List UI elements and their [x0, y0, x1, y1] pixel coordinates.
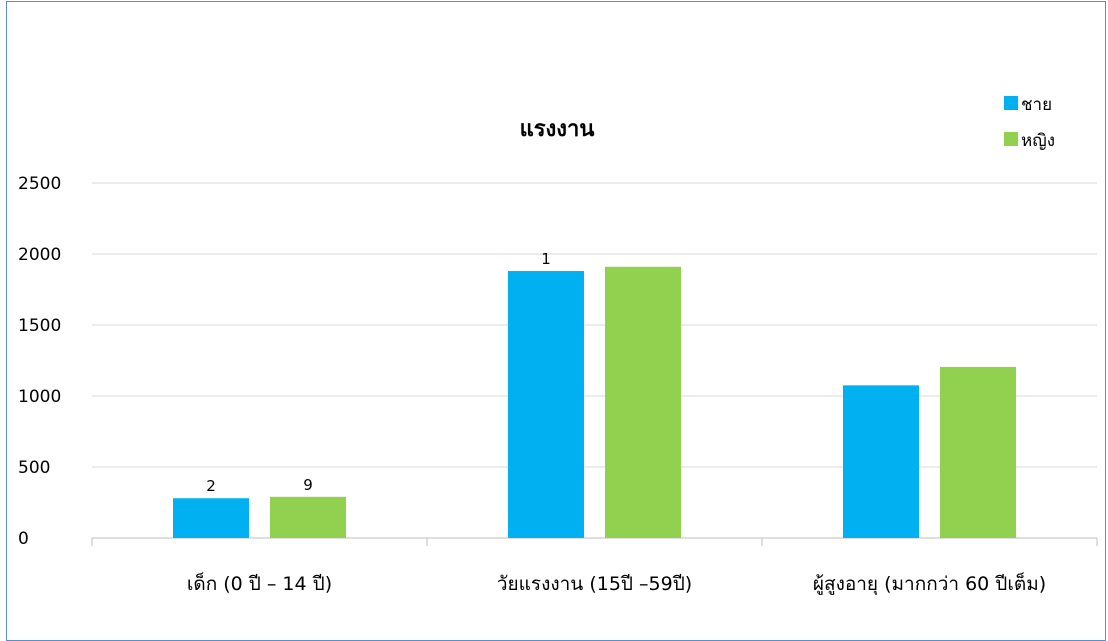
data-label: 2 [206, 477, 216, 495]
data-labels: 2 1 9 [206, 250, 551, 495]
legend-swatch [1004, 132, 1018, 146]
legend-label: ชาย [1021, 95, 1052, 115]
bar-chart: แรงงาน 0 500 1000 1500 2000 2500 เด็ก (0 ปี –… [18, 95, 1098, 596]
bar [940, 366, 1016, 538]
y-tick-label: 1000 [18, 387, 61, 407]
legend-swatch [1004, 96, 1018, 110]
y-tick-label: 2500 [18, 174, 61, 194]
y-tick-label: 2000 [18, 245, 61, 265]
bar [843, 385, 919, 538]
data-label: 1 [541, 250, 551, 268]
x-tick-label: ผู้สูงอายุ (มากกว่า 60 ปีเต็ม) [813, 571, 1046, 596]
legend-label: หญิง [1021, 131, 1055, 151]
x-tick-label: วัยแรงงาน (15ปี –59ปี) [497, 573, 692, 595]
bars [173, 266, 1016, 538]
y-tick-label: 0 [18, 529, 29, 549]
gridlines [92, 182, 1097, 468]
data-label: 9 [303, 476, 313, 494]
bar [508, 271, 584, 538]
y-axis: 0 500 1000 1500 2000 2500 [18, 174, 61, 549]
x-axis: เด็ก (0 ปี – 14 ปี) วัยแรงงาน (15ปี –59ปี… [91, 537, 1098, 596]
x-tick-label: เด็ก (0 ปี – 14 ปี) [187, 571, 332, 595]
bar [605, 266, 681, 538]
bar [173, 498, 249, 538]
y-tick-label: 1500 [18, 316, 61, 336]
y-tick-label: 500 [18, 458, 50, 478]
chart-title: แรงงาน [520, 117, 595, 142]
bar [270, 496, 346, 538]
